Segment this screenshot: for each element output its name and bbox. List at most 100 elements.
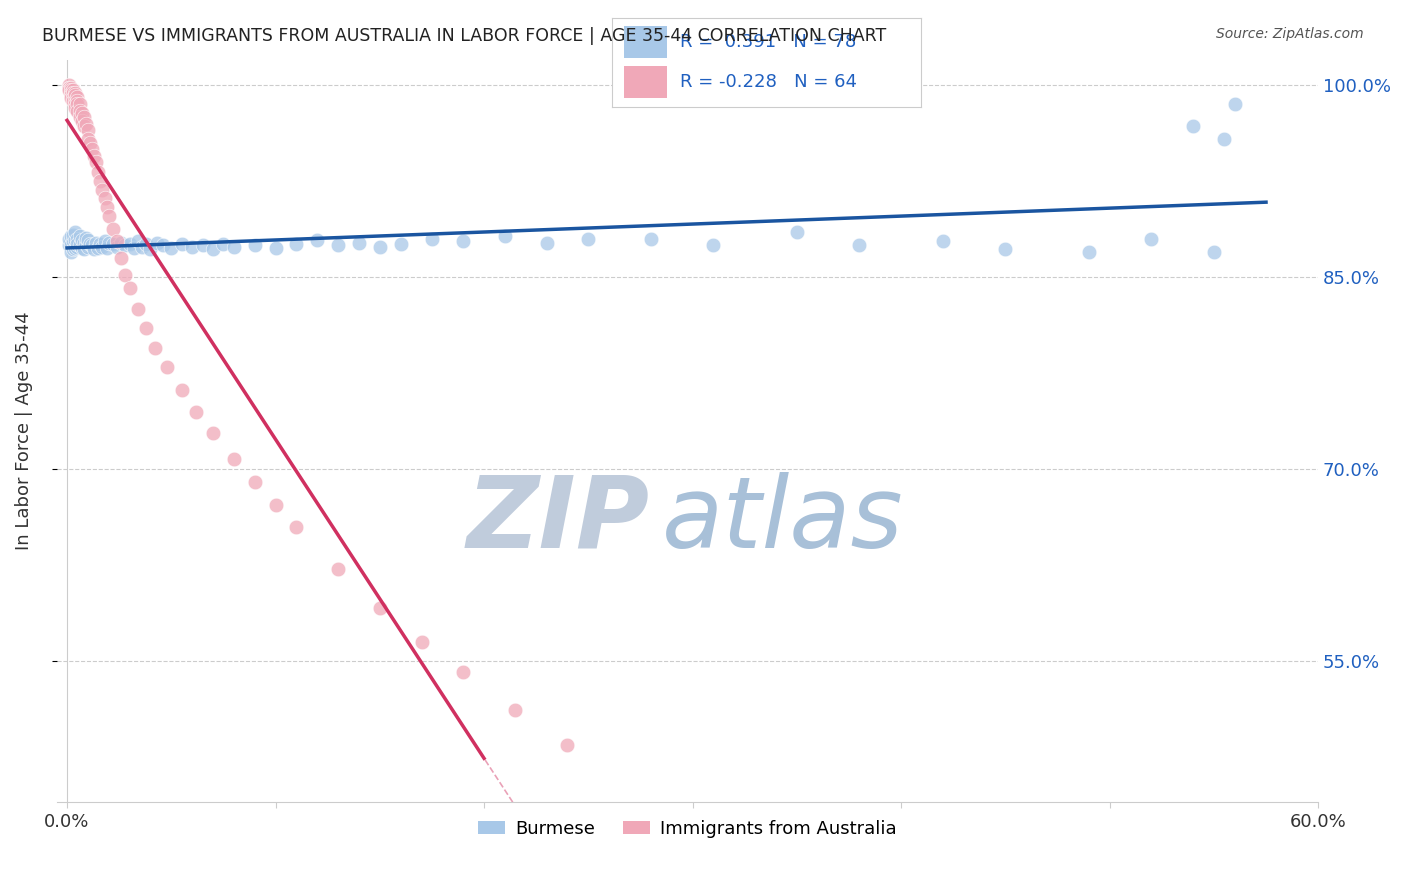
Point [73, 235, 96, 250]
Point [347, 235, 370, 250]
Point [932, 235, 955, 249]
Point [60, 238, 83, 252]
Point [69, 97, 91, 112]
Point [84, 235, 107, 250]
Point [494, 229, 516, 244]
Point [66, 89, 89, 103]
Point [65, 86, 87, 100]
Point [152, 238, 174, 252]
Point [640, 232, 662, 246]
Point [60, 91, 83, 105]
Point [65, 226, 87, 240]
Point [91, 239, 114, 253]
Bar [624, 26, 668, 58]
Point [79, 136, 101, 150]
Point [75, 237, 97, 252]
Text: atlas: atlas [662, 472, 904, 568]
Point [127, 302, 149, 317]
Point [1182, 119, 1205, 133]
Point [77, 123, 100, 137]
Point [73, 110, 96, 124]
Point [1140, 232, 1163, 246]
Point [60, 244, 83, 259]
Point [62, 86, 84, 100]
Point [307, 233, 329, 247]
Point [101, 237, 124, 252]
Point [1202, 244, 1225, 259]
Point [143, 341, 166, 355]
Point [65, 94, 87, 108]
Point [93, 191, 115, 205]
Point [576, 232, 599, 246]
Point [75, 117, 97, 131]
Point [105, 239, 128, 253]
Point [135, 321, 157, 335]
Point [135, 237, 157, 252]
Point [212, 237, 235, 252]
Point [91, 183, 114, 197]
Point [368, 600, 391, 615]
Point [62, 242, 84, 256]
Point [60, 86, 83, 100]
Point [451, 235, 474, 249]
Point [65, 88, 87, 103]
Point [66, 239, 89, 253]
Point [127, 235, 149, 249]
Point [285, 237, 308, 252]
Point [160, 241, 183, 255]
Point [62, 91, 84, 105]
Point [994, 242, 1017, 256]
Point [65, 233, 87, 247]
Point [122, 241, 145, 255]
Point [58, 78, 80, 93]
Point [222, 452, 245, 467]
Point [96, 241, 118, 255]
Point [70, 233, 93, 247]
Point [73, 119, 96, 133]
Point [411, 635, 433, 649]
Point [557, 738, 579, 752]
Point [73, 242, 96, 256]
Point [264, 241, 287, 255]
Point [326, 238, 349, 252]
Point [191, 238, 214, 252]
Text: R =  0.391   N = 78: R = 0.391 N = 78 [679, 33, 856, 51]
Point [66, 97, 89, 112]
Point [110, 251, 132, 265]
Point [114, 238, 136, 252]
Point [60, 83, 83, 97]
Point [1213, 132, 1236, 146]
Point [70, 241, 93, 255]
Point [60, 80, 83, 95]
Point [110, 235, 132, 250]
Point [1223, 97, 1246, 112]
Point [69, 238, 91, 252]
Point [702, 238, 724, 252]
Point [62, 94, 84, 108]
Point [58, 83, 80, 97]
Point [69, 103, 91, 118]
Point [101, 221, 124, 235]
Point [66, 237, 89, 252]
Point [83, 148, 105, 162]
Point [420, 232, 443, 246]
Point [326, 562, 349, 576]
Point [75, 230, 97, 244]
Point [181, 239, 204, 253]
Point [786, 226, 808, 240]
Point [170, 237, 193, 252]
Point [201, 426, 224, 441]
Text: R = -0.228   N = 64: R = -0.228 N = 64 [679, 73, 856, 91]
Point [264, 498, 287, 512]
Point [58, 232, 80, 246]
Point [505, 703, 527, 717]
Legend: Burmese, Immigrants from Australia: Burmese, Immigrants from Australia [471, 813, 904, 846]
Point [87, 241, 110, 255]
Point [186, 405, 208, 419]
Point [83, 242, 105, 256]
Point [77, 132, 100, 146]
Bar [624, 66, 668, 98]
Point [285, 520, 308, 534]
Point [58, 80, 80, 95]
Point [77, 239, 100, 253]
